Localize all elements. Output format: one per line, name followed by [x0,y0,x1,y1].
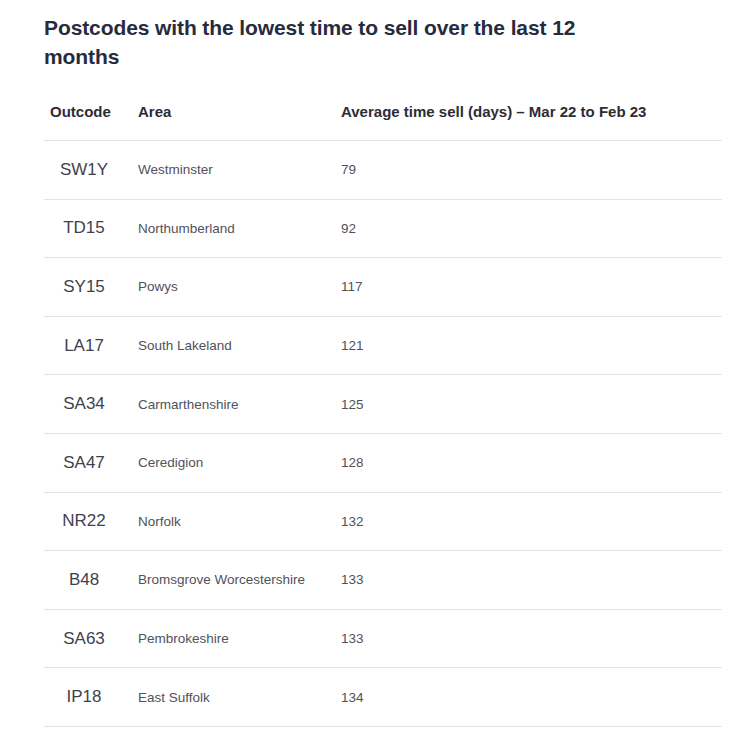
cell-days: 125 [340,397,722,412]
table-row: IP18 East Suffolk 134 [44,668,722,727]
cell-days: 79 [340,162,722,177]
cell-days: 128 [340,455,722,470]
column-header-outcode: Outcode [44,103,136,120]
table-row: TD15 Northumberland 92 [44,200,722,259]
cell-days: 133 [340,572,722,587]
table-row: B48 Bromsgrove Worcestershire 133 [44,551,722,610]
cell-area: Northumberland [136,221,340,236]
cell-area: South Lakeland [136,338,340,353]
cell-outcode: TD15 [44,218,136,238]
page: Postcodes with the lowest time to sell o… [0,0,747,727]
table-row: SA47 Ceredigion 128 [44,434,722,493]
cell-outcode: SA34 [44,394,136,414]
cell-outcode: SA63 [44,629,136,649]
column-header-average-days: Average time sell (days) – Mar 22 to Feb… [340,103,722,120]
cell-days: 92 [340,221,722,236]
table-row: SY15 Powys 117 [44,258,722,317]
cell-days: 134 [340,690,722,705]
postcodes-table: Outcode Area Average time sell (days) – … [44,82,722,727]
cell-outcode: IP18 [44,687,136,707]
cell-days: 133 [340,631,722,646]
cell-outcode: SY15 [44,277,136,297]
cell-outcode: SA47 [44,453,136,473]
cell-area: Pembrokeshire [136,631,340,646]
cell-area: Norfolk [136,514,340,529]
cell-outcode: SW1Y [44,160,136,180]
page-title: Postcodes with the lowest time to sell o… [44,13,644,71]
cell-days: 121 [340,338,722,353]
cell-outcode: NR22 [44,511,136,531]
table-row: SW1Y Westminster 79 [44,141,722,200]
cell-days: 117 [340,279,722,294]
table-row: SA34 Carmarthenshire 125 [44,375,722,434]
cell-outcode: LA17 [44,336,136,356]
table-row: NR22 Norfolk 132 [44,493,722,552]
cell-area: East Suffolk [136,690,340,705]
cell-area: Bromsgrove Worcestershire [136,572,340,587]
cell-area: Ceredigion [136,455,340,470]
cell-area: Powys [136,279,340,294]
table-row: SA63 Pembrokeshire 133 [44,610,722,669]
cell-days: 132 [340,514,722,529]
table-header-row: Outcode Area Average time sell (days) – … [44,82,722,141]
column-header-area: Area [136,103,340,120]
cell-area: Carmarthenshire [136,397,340,412]
cell-area: Westminster [136,162,340,177]
table-row: LA17 South Lakeland 121 [44,317,722,376]
cell-outcode: B48 [44,570,136,590]
